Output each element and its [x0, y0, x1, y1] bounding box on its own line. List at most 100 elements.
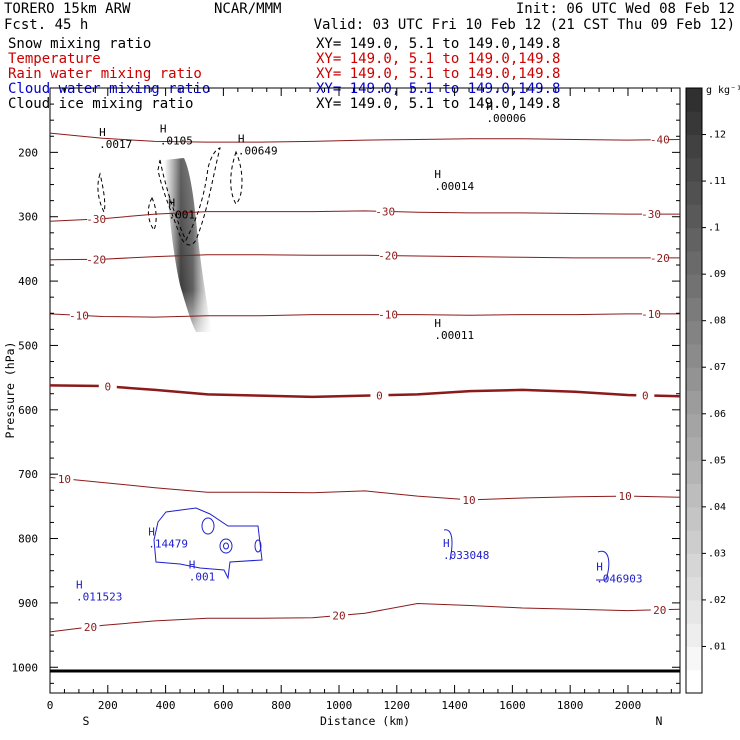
isotherm-label: -30: [641, 208, 661, 221]
y-tick-label: 200: [18, 146, 38, 159]
snow-shading: [160, 158, 218, 334]
x-tick-label: 600: [213, 699, 233, 712]
y-tick-label: 400: [18, 275, 38, 288]
model-title: TORERO 15km ARW: [4, 1, 131, 17]
isotherm-label-bg: [55, 472, 74, 485]
rain_max_labels-max-label: .0105: [160, 135, 193, 148]
colorbar-label: .07: [708, 362, 726, 373]
isotherm-label-bg: [81, 620, 100, 633]
isotherm-label: 20: [84, 621, 97, 634]
isotherm--40: [49, 132, 681, 143]
colorbar-segment: [686, 553, 702, 578]
max-marker-h: H: [486, 100, 493, 113]
x-tick-label: 0: [47, 699, 54, 712]
forecast-hour: Fcst. 45 h: [4, 17, 88, 33]
isotherm-label-bg: [642, 307, 661, 320]
colorbar-segment: [686, 88, 702, 112]
rain_max_labels-max-label: .001: [168, 209, 195, 222]
colorbar: g kg⁻¹ .01 .02 .03 .04 .05 .06 .07 .08 .09 .1 .11.…: [685, 85, 740, 694]
colorbar-segment: [686, 483, 702, 508]
snow_max_labels-max-label: .00014: [434, 180, 474, 193]
colorbar-segment: [686, 646, 702, 671]
x-tick-label: 200: [98, 699, 118, 712]
max-marker-h: H: [148, 526, 155, 539]
isotherm-label: 0: [104, 380, 111, 393]
colorbar-segment: [686, 506, 702, 531]
colorbar-label: .1: [708, 223, 720, 234]
y-tick-label: 1000: [12, 661, 39, 674]
max-marker-h: H: [434, 168, 441, 181]
init-time: Init: 06 UTC Wed 08 Feb 12: [516, 1, 735, 17]
cloud_water_labels-max-label: .033048: [443, 549, 489, 562]
isotherm-label-bg: [642, 208, 661, 221]
colorbar-segment: [686, 297, 702, 322]
isotherm-label-bg: [87, 253, 106, 266]
isotherm-label-bg: [636, 389, 655, 402]
rain_max_labels-max-label: .0017: [99, 138, 132, 151]
cloud_water_labels-max-label: .14479: [148, 538, 188, 551]
isotherm-0: [49, 384, 681, 399]
x-axis: 0 200 400 600 800 1000 1200 1400 1600 1800 2000: [47, 88, 672, 712]
x-tick-label: 1400: [441, 699, 468, 712]
isotherm-label: -20: [378, 250, 398, 263]
isotherm-label-bg: [329, 609, 348, 622]
isotherm-label-bg: [616, 490, 635, 503]
isotherm-label-bg: [69, 309, 88, 322]
colorbar-segment: [686, 157, 702, 182]
temperature-isotherms: -40 -30 -30 -30 -20 -20 -20 -10 -10 -10 0 0 0 10 10 10 2…: [49, 132, 681, 634]
legend-cloudice-xy: XY= 149.0, 5.1 to 149.0,149.8: [316, 96, 560, 112]
isotherm-label-bg: [370, 389, 389, 402]
y-tick-label: 700: [18, 468, 38, 481]
north-endpoint: N: [656, 714, 663, 728]
max-annotations: H.00006H.00014H.00011H.0017H.0105H.001H.…: [76, 100, 643, 603]
south-endpoint: S: [83, 714, 90, 728]
colorbar-segment: [686, 320, 702, 345]
colorbar-label: .11: [708, 176, 726, 187]
legend-rain-xy: XY= 149.0, 5.1 to 149.0,149.8: [316, 66, 560, 82]
colorbar-frame: [685, 87, 703, 694]
isotherm-label-bg: [379, 249, 398, 262]
snow_max_labels-max-label: .00011: [434, 329, 474, 342]
legend-cloudwater-label: Cloud water mixing ratio: [8, 81, 210, 97]
isotherm--30: [49, 210, 680, 222]
isotherm-label: -20: [86, 253, 106, 266]
colorbar-segment: [686, 343, 702, 368]
isotherm-label: -20: [650, 252, 670, 265]
colorbar-label: .09: [708, 269, 726, 280]
isotherm-label-bg: [650, 133, 669, 146]
colorbar-label: .03: [708, 548, 726, 559]
isotherm-label: -30: [375, 205, 395, 218]
x-tick-label: 400: [156, 699, 176, 712]
x-axis-title: Distance (km): [320, 714, 410, 728]
max-marker-h: H: [189, 558, 196, 571]
isotherm-label: -10: [641, 308, 661, 321]
max-marker-h: H: [99, 126, 106, 139]
cloudwater-contours: [153, 507, 610, 581]
colorbar-label: .02: [708, 595, 726, 606]
field-legend: Snow mixing ratio XY= 149.0, 5.1 to 149.…: [8, 36, 560, 112]
isotherm-label-bg: [87, 212, 106, 225]
colorbar-segment: [686, 390, 702, 415]
colorbar-segment: [686, 274, 702, 298]
colorbar-segment: [686, 250, 702, 275]
colorbar-segment: [686, 437, 702, 461]
colorbar-segment: [686, 669, 702, 694]
plot-frame: [49, 87, 681, 694]
max-marker-h: H: [596, 560, 603, 573]
max-marker-h: H: [76, 578, 83, 591]
isotherm-label-bg: [379, 308, 398, 321]
colorbar-segment: [686, 530, 702, 554]
cloud_water_labels-max-label: .011523: [76, 590, 122, 603]
isotherm-label-bg: [98, 380, 117, 393]
x-tick-label: 800: [271, 699, 291, 712]
isotherm--20: [49, 254, 680, 261]
x-tick-label: 1000: [326, 699, 353, 712]
max-marker-h: H: [160, 123, 167, 136]
colorbar-label: .06: [708, 409, 726, 420]
y-tick-label: 800: [18, 533, 38, 546]
colorbar-segment: [686, 227, 702, 252]
isotherm-label: 0: [642, 389, 649, 402]
legend-snow-xy: XY= 149.0, 5.1 to 149.0,149.8: [316, 36, 560, 52]
